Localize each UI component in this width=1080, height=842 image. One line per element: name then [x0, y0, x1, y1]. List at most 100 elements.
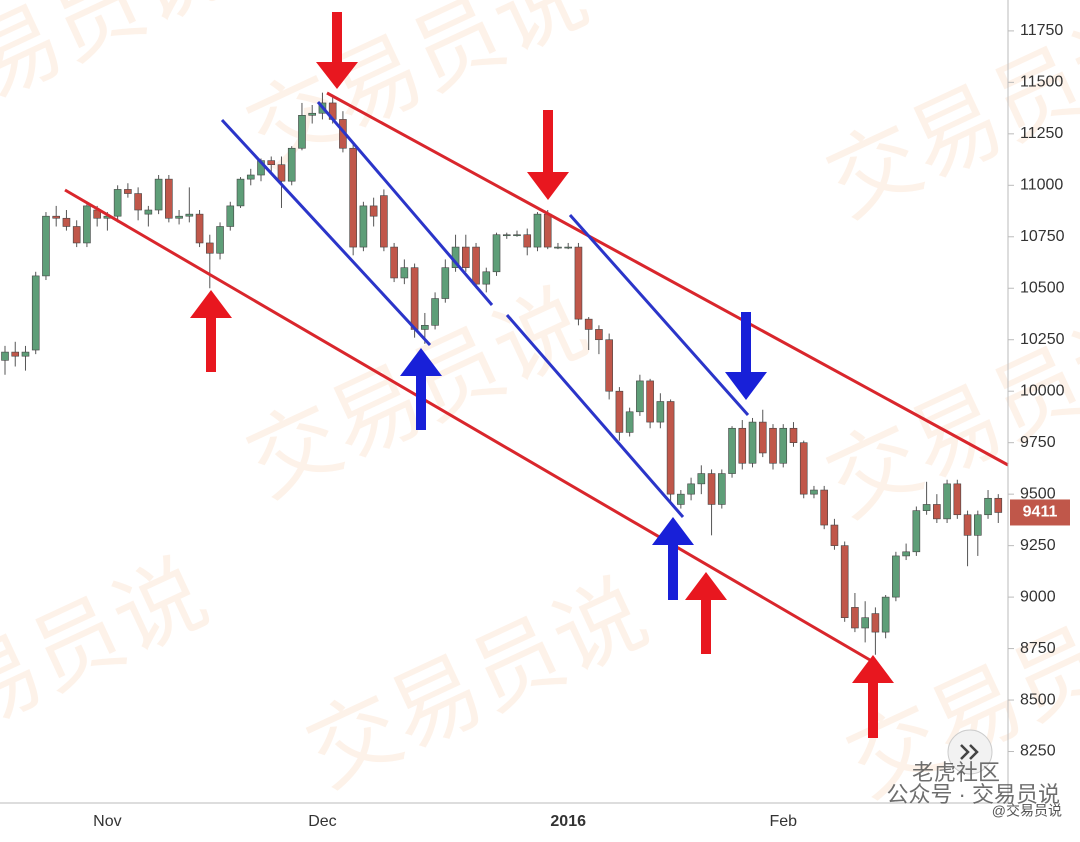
candle-body [185, 213, 194, 217]
candle-body [216, 226, 224, 254]
candle-body [441, 267, 450, 299]
candle-body [636, 380, 644, 413]
blue-line [568, 214, 750, 416]
arrow-down [527, 110, 569, 200]
candle-body [748, 421, 757, 464]
candle-body [31, 275, 40, 351]
candle-body [277, 164, 286, 182]
candle-body [840, 545, 849, 618]
axes: 8250 8500 8750 9000 9250 9500 9750 10000 10250 10… [93, 22, 1070, 830]
candle-body [113, 189, 122, 217]
y-tick-label: 10750 [1020, 228, 1065, 245]
candle-body [769, 427, 777, 464]
candle-body [390, 246, 398, 279]
candle-body [717, 473, 726, 505]
candle-body [195, 213, 204, 244]
candle-body [513, 234, 521, 237]
y-tick-label: 11750 [1020, 22, 1063, 39]
scroll-circle[interactable] [947, 729, 993, 775]
arrow-up [685, 572, 727, 654]
scroll-button[interactable] [947, 729, 993, 775]
candle-body [738, 427, 747, 464]
candle-body [758, 421, 767, 454]
y-tick-label: 10000 [1020, 382, 1065, 399]
arrow-down [725, 312, 767, 400]
candle-body [236, 178, 245, 207]
arrows [190, 12, 894, 738]
candle-body [810, 489, 818, 495]
candle-body [62, 217, 71, 227]
candle-body [380, 195, 388, 248]
candle-body [943, 483, 951, 520]
candle-body [52, 215, 61, 219]
channel-lower [64, 188, 871, 662]
candle-body [994, 497, 1003, 513]
y-tick-label: 10250 [1020, 331, 1065, 348]
blue-line [220, 118, 432, 347]
candle-body [830, 524, 839, 546]
candle-body [595, 329, 603, 341]
candle-body [533, 213, 542, 248]
candle-body [349, 147, 357, 248]
candle-body [861, 617, 869, 629]
candle-body [421, 325, 429, 330]
candle-body [165, 178, 173, 219]
arrow-up [652, 517, 694, 600]
y-tick-label: 8250 [1020, 743, 1056, 760]
candle-body [554, 246, 562, 249]
candle-body [359, 205, 368, 248]
candle-body [912, 510, 921, 553]
candle-body [799, 442, 808, 495]
channel-upper [326, 91, 1009, 467]
candle-body [369, 205, 378, 217]
candle-body [400, 267, 409, 279]
arrow-up [852, 655, 894, 738]
candle-body [564, 246, 573, 249]
y-tick-label: 11000 [1020, 177, 1063, 194]
x-tick-label: Dec [308, 813, 336, 830]
candle-body [144, 209, 153, 215]
y-tick-label: 11250 [1020, 125, 1063, 142]
candle-body [892, 555, 900, 598]
y-tick-label: 9750 [1020, 434, 1056, 451]
y-tick-label: 8750 [1020, 640, 1056, 657]
watermark-handle: @交易员说 [992, 803, 1062, 819]
x-tick-label: Feb [769, 813, 797, 830]
blue-line [505, 314, 685, 518]
scroll-icon[interactable] [960, 744, 979, 760]
candle-body [584, 318, 593, 330]
candle-body [124, 189, 132, 194]
candle-body [851, 607, 859, 629]
candle-body [820, 489, 829, 526]
candles [1, 92, 1003, 655]
candle-body [625, 411, 634, 433]
candle-body [154, 178, 163, 211]
candle-body [134, 193, 142, 211]
candle-body [308, 112, 317, 116]
candle-body [902, 551, 910, 557]
arrow-up [190, 290, 232, 372]
candle-body [953, 483, 962, 516]
candle-body [881, 596, 890, 633]
candle-body [226, 205, 235, 227]
candle-body [482, 271, 491, 285]
candle-body [472, 246, 480, 285]
candle-body [963, 514, 972, 536]
x-tick-label: Nov [93, 813, 121, 830]
candle-body [1, 351, 9, 361]
candle-body [21, 351, 30, 357]
y-tick-label: 11500 [1020, 74, 1063, 91]
candle-body [431, 298, 439, 326]
candle-body [502, 234, 511, 237]
candle-body [410, 267, 419, 330]
candle-body [779, 427, 788, 464]
candle-body [72, 226, 81, 244]
blue-line [316, 101, 494, 306]
candle-body [492, 234, 501, 273]
candle-body [677, 493, 685, 505]
candle-body [267, 160, 276, 166]
candle-body [646, 380, 654, 423]
candle-body [605, 339, 613, 392]
